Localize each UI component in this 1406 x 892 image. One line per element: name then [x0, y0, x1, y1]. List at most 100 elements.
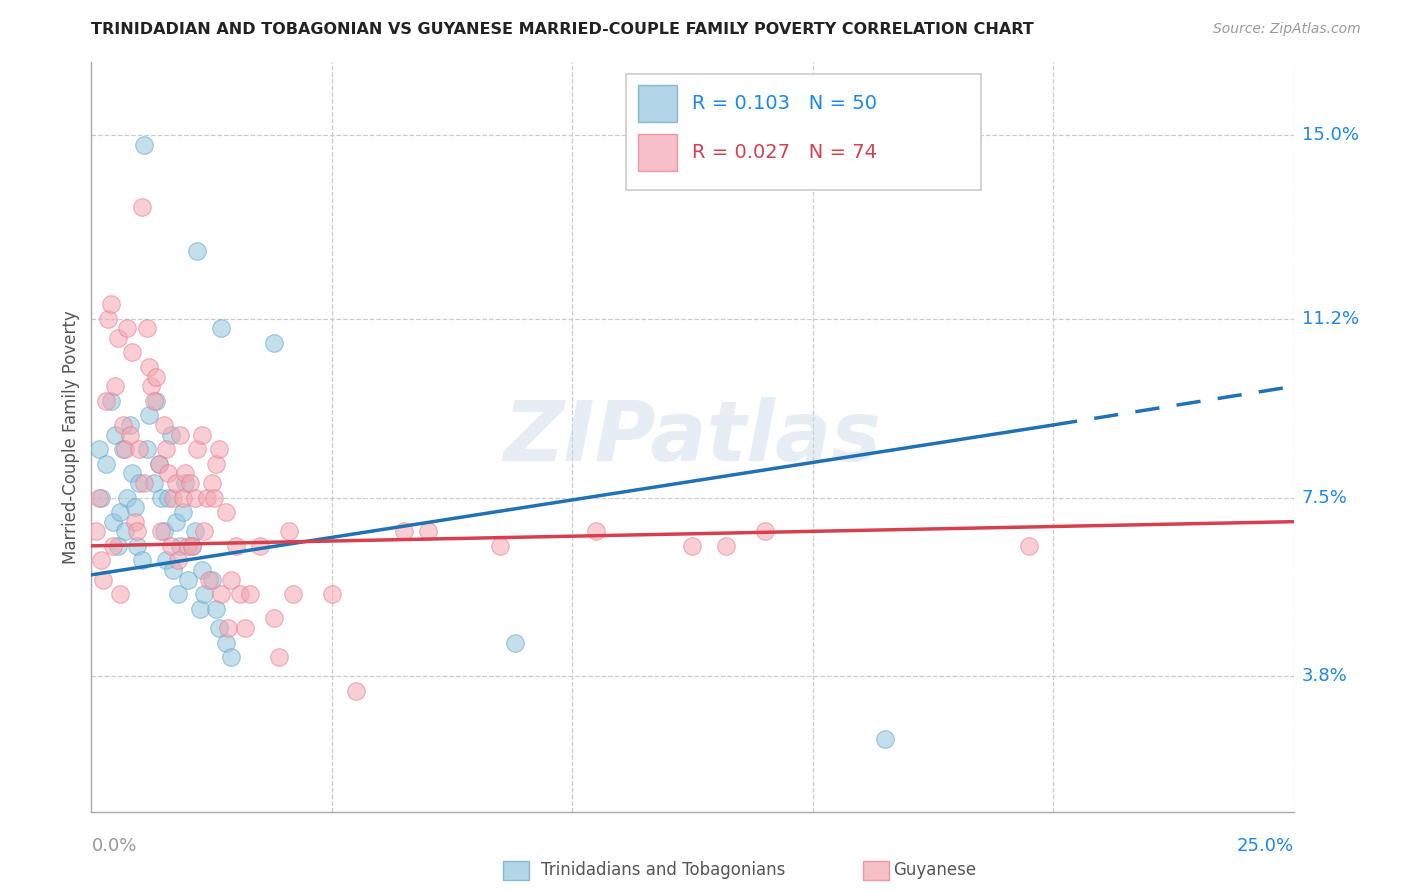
Point [131, 201, 153, 215]
Point [94, 457, 117, 471]
Point [107, 331, 129, 345]
Point [167, 587, 190, 601]
Point [172, 505, 194, 519]
Point [141, 379, 163, 393]
Point [104, 379, 127, 393]
Point [184, 491, 207, 505]
Point [873, 732, 896, 747]
Point [217, 621, 239, 635]
Point [503, 635, 526, 649]
Point [205, 601, 228, 615]
Point [193, 524, 215, 539]
Point [344, 684, 367, 698]
Point [263, 611, 285, 625]
Point [229, 587, 252, 601]
Point [176, 539, 198, 553]
Point [219, 573, 242, 587]
Point [111, 417, 134, 432]
Point [176, 573, 198, 587]
Point [162, 563, 184, 577]
Y-axis label: Married-Couple Family Poverty: Married-Couple Family Poverty [62, 310, 80, 564]
Point [128, 475, 150, 490]
Point [131, 553, 153, 567]
Point [174, 467, 197, 481]
Text: Guyanese: Guyanese [893, 861, 976, 879]
Point [174, 475, 197, 490]
Point [186, 244, 208, 258]
Point [150, 524, 173, 539]
Point [152, 417, 174, 432]
Point [225, 539, 247, 553]
Text: 3.8%: 3.8% [1302, 667, 1347, 685]
Point [114, 442, 136, 457]
Point [208, 621, 231, 635]
Point [134, 475, 156, 490]
Point [155, 442, 177, 457]
Point [118, 427, 141, 442]
Text: Trinidadians and Tobagonians: Trinidadians and Tobagonians [541, 861, 786, 879]
Point [104, 427, 127, 442]
Point [124, 500, 146, 515]
Point [107, 539, 129, 553]
Point [145, 369, 167, 384]
Text: 7.5%: 7.5% [1302, 489, 1348, 507]
Point [87, 442, 110, 457]
Point [152, 524, 174, 539]
Text: 0.0%: 0.0% [91, 837, 136, 855]
Point [188, 601, 211, 615]
Point [205, 457, 228, 471]
Point [155, 553, 177, 567]
Point [110, 587, 132, 601]
Point [208, 442, 231, 457]
Point [202, 491, 225, 505]
Point [200, 475, 222, 490]
Point [100, 297, 122, 311]
Point [191, 563, 214, 577]
Point [114, 524, 136, 539]
Point [209, 587, 232, 601]
Point [416, 524, 439, 539]
Point [172, 491, 194, 505]
Text: Source: ZipAtlas.com: Source: ZipAtlas.com [1213, 22, 1361, 37]
Text: 15.0%: 15.0% [1302, 126, 1358, 144]
Point [128, 442, 150, 457]
Point [84, 524, 107, 539]
Text: TRINIDADIAN AND TOBAGONIAN VS GUYANESE MARRIED-COUPLE FAMILY POVERTY CORRELATION: TRINIDADIAN AND TOBAGONIAN VS GUYANESE M… [91, 22, 1035, 37]
Point [321, 587, 343, 601]
Point [239, 587, 262, 601]
Point [101, 539, 124, 553]
Point [681, 539, 703, 553]
Point [148, 457, 170, 471]
Point [249, 539, 271, 553]
Point [714, 539, 737, 553]
Point [121, 467, 143, 481]
Point [148, 457, 170, 471]
Point [121, 345, 143, 359]
Point [145, 393, 167, 408]
Point [209, 321, 232, 335]
Point [1018, 539, 1040, 553]
Point [135, 321, 157, 335]
Point [87, 491, 110, 505]
Point [184, 524, 207, 539]
Point [142, 393, 165, 408]
Point [179, 475, 201, 490]
Point [90, 491, 112, 505]
Point [219, 650, 242, 665]
Point [215, 505, 238, 519]
Bar [638, 134, 676, 171]
Point [263, 335, 285, 350]
Point [90, 553, 112, 567]
Point [117, 321, 139, 335]
Point [198, 573, 221, 587]
Point [93, 573, 115, 587]
Point [100, 393, 122, 408]
Point [159, 539, 181, 553]
Point [157, 491, 180, 505]
Point [138, 409, 160, 423]
Point [392, 524, 415, 539]
Text: ZIPatlas: ZIPatlas [503, 397, 882, 477]
Point [167, 553, 190, 567]
Point [110, 505, 132, 519]
Point [125, 524, 148, 539]
